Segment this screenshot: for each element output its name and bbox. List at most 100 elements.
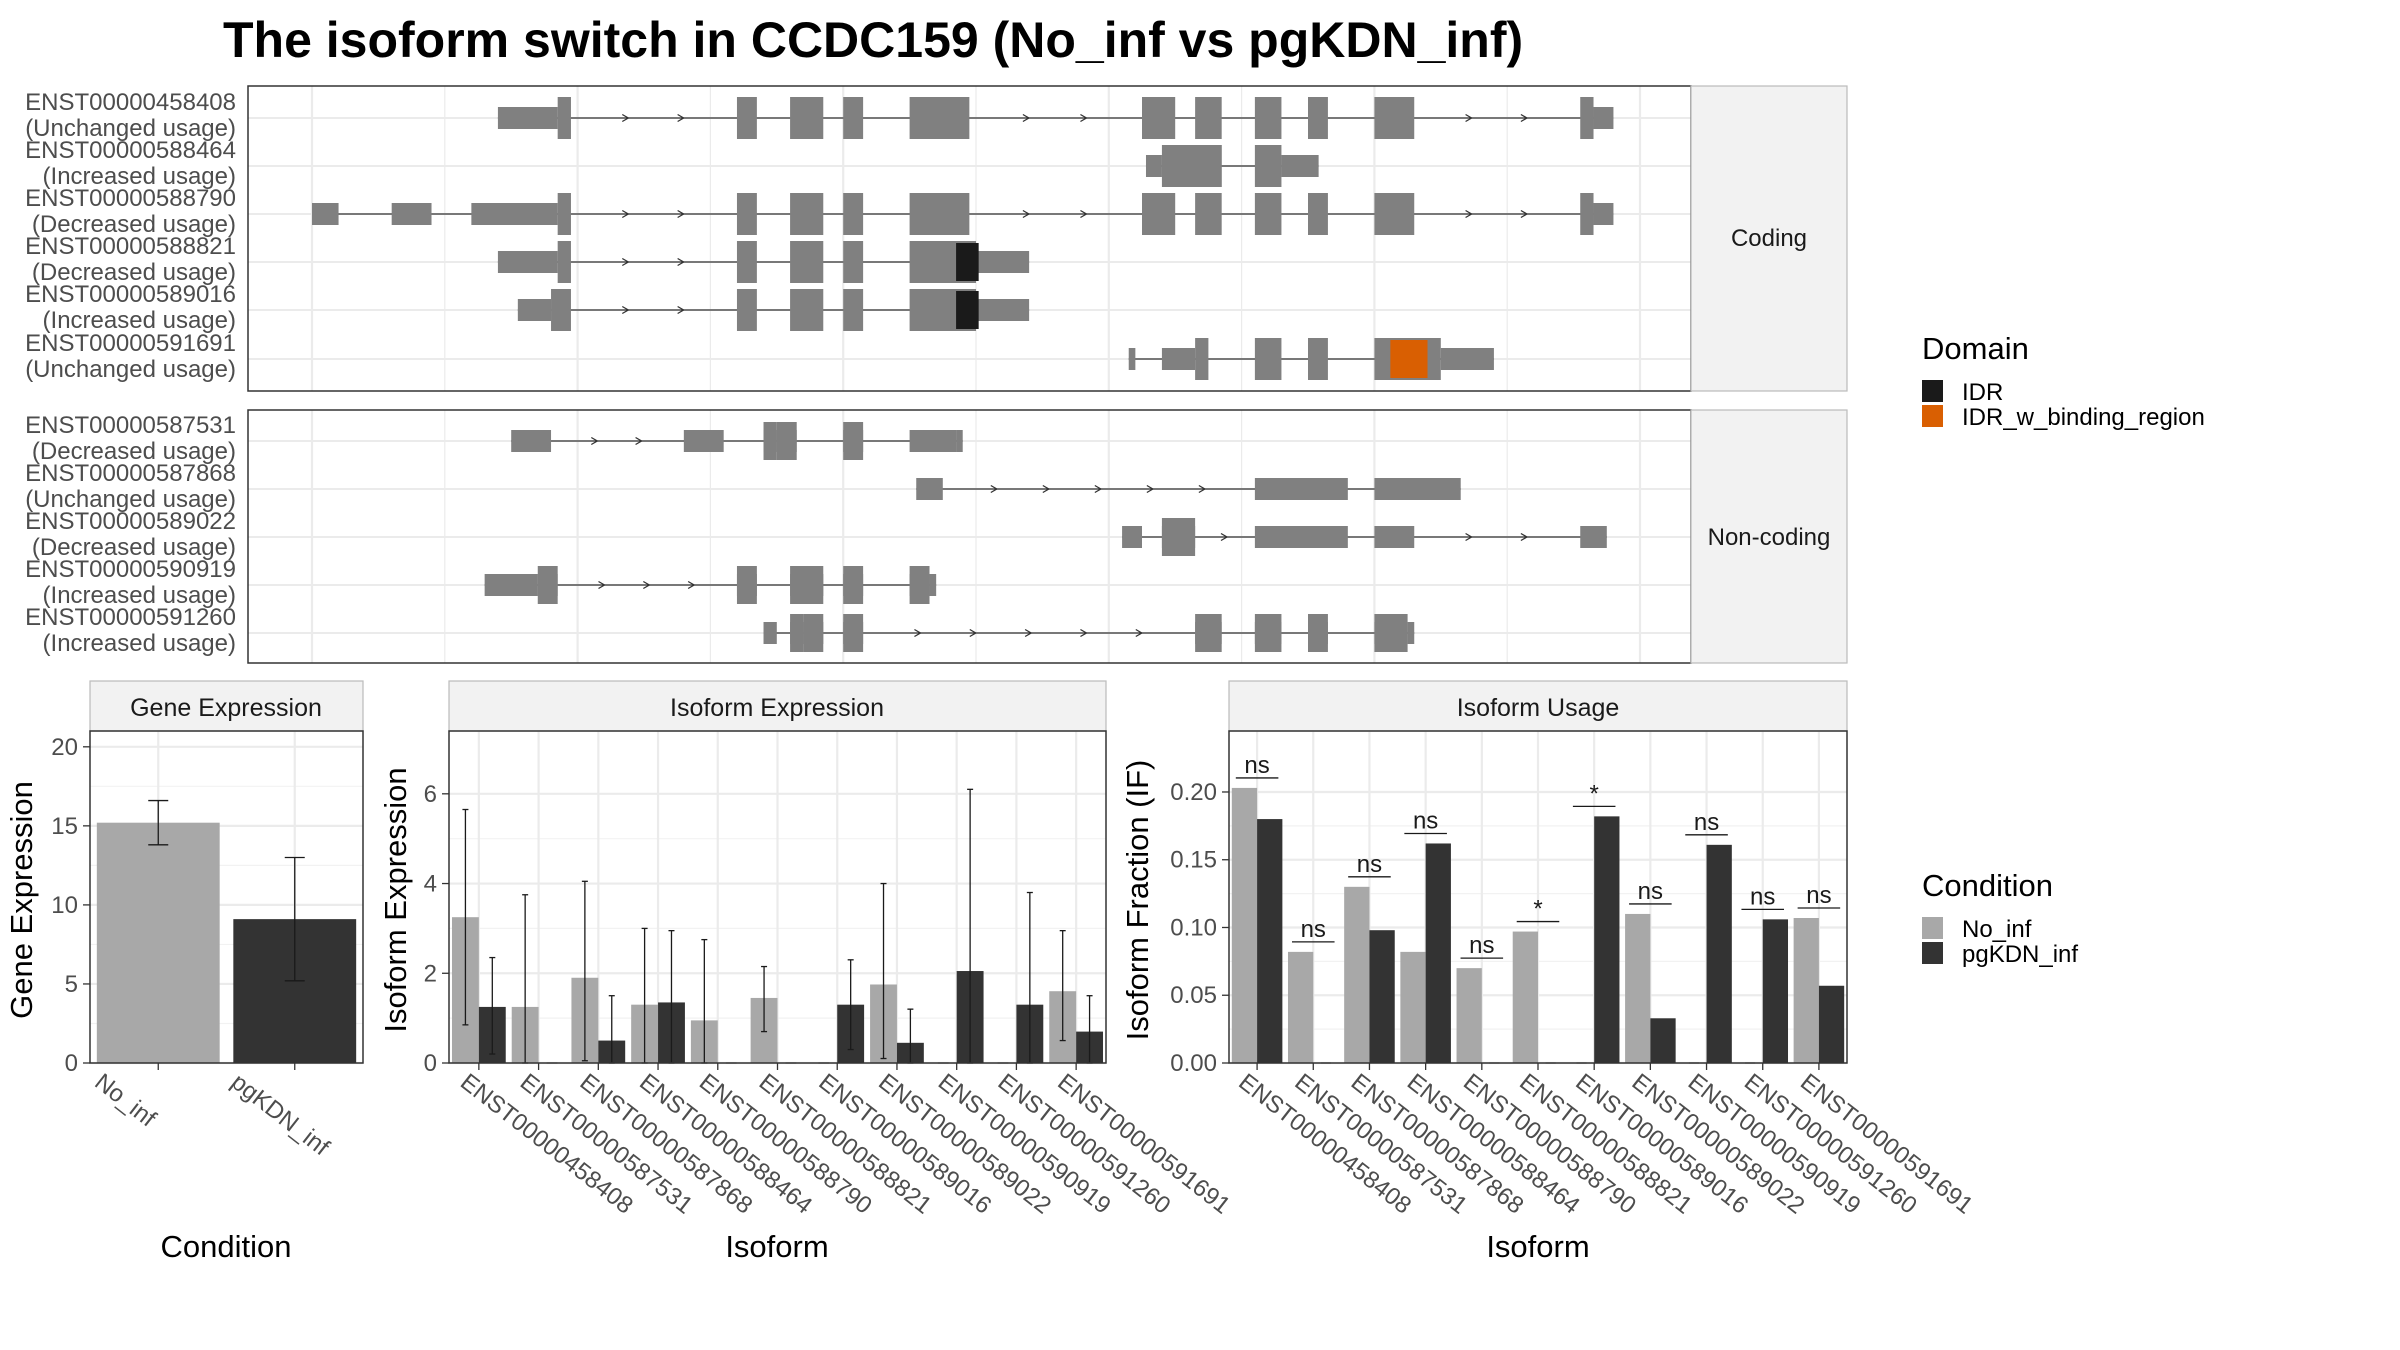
noncoding-exon	[763, 622, 777, 644]
noncoding-exon-core	[1374, 614, 1408, 652]
utr-exon	[1161, 348, 1196, 370]
isoform-id-label: ENST00000588464	[25, 137, 236, 164]
domain-legend: Domain IDR IDR_w_binding_region	[1922, 331, 2205, 431]
coding-facet-strip	[1690, 85, 1848, 392]
cds-exon	[557, 97, 571, 139]
noncoding-exon-core	[1308, 614, 1328, 652]
significance-label: ns	[1413, 807, 1438, 834]
intron-direction-arrow	[621, 305, 630, 315]
isoform-track-ENST00000588464	[1145, 145, 1319, 187]
legend-label-pgkdn-inf: pgKDN_inf	[1962, 941, 2078, 968]
isoform-id-label: ENST00000588821	[25, 233, 236, 260]
noncoding-exon	[1580, 526, 1607, 548]
intron-direction-arrow	[1024, 628, 1033, 638]
intron-direction-arrow	[1042, 484, 1051, 494]
y-tick-label: 5	[65, 971, 78, 998]
utr-exon	[1593, 203, 1614, 225]
isoform-usage-label: (Decreased usage)	[32, 211, 236, 238]
cds-exon	[736, 241, 757, 283]
legend-key-no-inf	[1922, 917, 1943, 939]
bar-pgKDN_inf	[1818, 985, 1845, 1063]
bar-No_inf	[1793, 918, 1819, 1063]
bar-pgKDN_inf	[1650, 1018, 1676, 1063]
legend-key-idr-binding	[1922, 405, 1943, 427]
cds-exon	[790, 241, 824, 283]
coding-facet-border	[247, 85, 1692, 392]
gene-expression-strip	[89, 680, 364, 732]
y-tick-label: 4	[424, 871, 437, 898]
y-tick-label: 0	[65, 1050, 78, 1077]
noncoding-exon	[1374, 526, 1415, 548]
utr-exon	[497, 251, 558, 273]
structure-gridlines	[248, 86, 1691, 663]
cds-exon	[736, 97, 757, 139]
significance-label: ns	[1750, 883, 1775, 910]
gene-expression-strip-label: Gene Expression	[130, 694, 322, 722]
isoform-expression-panel: Isoform Expression 0246ENST00000458408EN…	[378, 680, 1235, 1264]
coding-facet-label: Coding	[1731, 225, 1807, 252]
cds-exon	[1374, 97, 1415, 139]
legend-key-idr	[1922, 380, 1943, 402]
significance-label: ns	[1806, 882, 1831, 909]
noncoding-exon	[1254, 478, 1348, 500]
intron-direction-arrow	[1080, 113, 1088, 123]
noncoding-exon-core	[776, 422, 797, 460]
cds-exon	[909, 97, 970, 139]
isoform-usage-strip	[1228, 680, 1848, 732]
intron-direction-arrow	[1198, 484, 1207, 494]
isoform-track-ENST00000458408	[497, 97, 1614, 139]
cds-exon	[1308, 193, 1328, 235]
y-tick-label: 20	[51, 734, 78, 761]
significance-label: *	[1533, 896, 1542, 923]
cds-exon	[1142, 193, 1176, 235]
cds-exon	[843, 97, 864, 139]
isoform-usage-label: (Unchanged usage)	[25, 486, 236, 513]
intron-direction-arrow	[642, 580, 651, 590]
intron-direction-arrow	[621, 113, 630, 123]
noncoding-exon-core	[790, 566, 824, 604]
isoform-id-label: ENST00000587531	[25, 412, 236, 439]
gene-expression-plot: 0 5 10 15 20 No_inf pgKDN_inf	[51, 730, 364, 1161]
isoform-usage-label: (Unchanged usage)	[25, 356, 236, 383]
legend-key-pgkdn-inf	[1922, 942, 1943, 964]
intron-direction-arrow	[990, 484, 999, 494]
intron-direction-arrow	[687, 580, 696, 590]
noncoding-exon-core	[909, 566, 930, 604]
panel-border	[89, 730, 364, 1064]
utr-exon	[1440, 348, 1494, 370]
isoform-id-label: ENST00000588790	[25, 185, 236, 212]
significance-label: ns	[1638, 878, 1663, 905]
isoform-id-label: ENST00000591691	[25, 330, 236, 357]
bar-No_inf	[1400, 951, 1426, 1063]
intron-direction-arrow	[1146, 484, 1155, 494]
cds-exon	[843, 241, 864, 283]
condition-legend: Condition No_inf pgKDN_inf	[1922, 868, 2078, 968]
isoform-usage-label: (Increased usage)	[43, 307, 236, 334]
isoform-expression-xlabel: Isoform	[725, 1229, 828, 1264]
transcript-structure-panel: ENST00000458408(Unchanged usage)ENST0000…	[25, 85, 1848, 664]
cds-exon	[1580, 193, 1594, 235]
isoform-usage-label: (Increased usage)	[43, 163, 236, 190]
domain-legend-title: Domain	[1922, 331, 2029, 366]
intron-direction-arrow	[621, 257, 630, 267]
intron-direction-arrow	[1520, 532, 1529, 542]
bar-pgKDN_inf	[1762, 919, 1789, 1063]
y-tick-label: 0.20	[1170, 779, 1217, 806]
noncoding-exon	[1407, 622, 1415, 644]
cds-exon	[1142, 97, 1176, 139]
intron-direction-arrow	[1520, 113, 1529, 123]
bar-No_inf	[1344, 886, 1370, 1063]
significance-label: *	[1590, 780, 1599, 807]
cds-exon	[1195, 145, 1222, 187]
cds-exon	[1254, 97, 1282, 139]
utr-exon	[471, 203, 558, 225]
cds-exon	[790, 97, 824, 139]
significance-label: ns	[1301, 916, 1326, 943]
cds-exon	[736, 289, 757, 331]
bar-pgKDN_inf	[1706, 844, 1732, 1063]
bar-No_inf	[1287, 951, 1314, 1063]
structure-isoforms	[312, 97, 1614, 652]
utr-exon	[1128, 348, 1136, 370]
isoform-usage-ylabel: Isoform Fraction (IF)	[1120, 760, 1155, 1041]
